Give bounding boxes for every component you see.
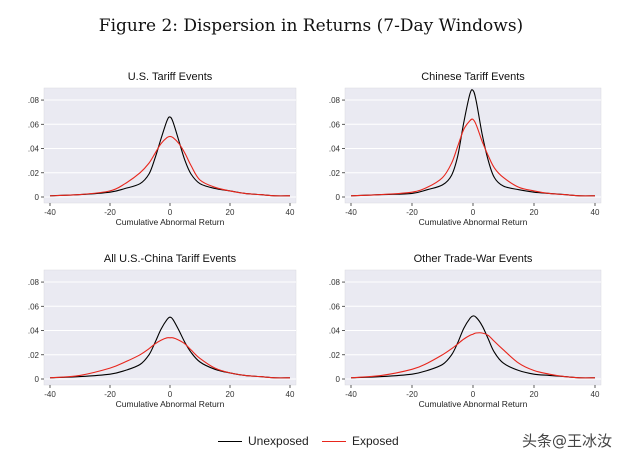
legend-item-exposed: Exposed: [322, 430, 399, 452]
x-tick-label: -40: [345, 390, 357, 399]
y-tick-label: .08: [329, 278, 341, 287]
y-tick-label: .06: [329, 302, 341, 311]
legend-item-unexposed: Unexposed: [218, 430, 309, 452]
y-tick-label: .04: [28, 145, 40, 154]
panel-1: U.S. Tariff Events 0 .02 .04 .06 .08 -40 -20 0 20…: [28, 71, 296, 227]
x-tick-label: -20: [104, 208, 116, 217]
x-tick-label: -40: [44, 208, 56, 217]
y-tick-label: .02: [28, 351, 40, 360]
panel-2: Chinese Tariff Events 0 .02 .04 .06 .08 -40 -20…: [329, 71, 601, 227]
x-tick-label: 20: [530, 208, 539, 217]
panel-title: Chinese Tariff Events: [421, 71, 525, 83]
x-tick-label: 20: [530, 390, 539, 399]
y-tick-label: .02: [28, 169, 40, 178]
y-tick-label: 0: [336, 375, 341, 384]
x-tick-label: 40: [286, 390, 295, 399]
y-tick-label: 0: [336, 193, 341, 202]
x-tick-label: -40: [44, 390, 56, 399]
x-tick-label: 20: [226, 390, 235, 399]
x-tick-label: 0: [471, 390, 476, 399]
panel-title: U.S. Tariff Events: [128, 71, 213, 83]
y-tick-label: 0: [35, 375, 40, 384]
x-tick-label: -20: [406, 390, 418, 399]
y-tick-label: .06: [28, 120, 40, 129]
panel-title: Other Trade-War Events: [414, 253, 533, 265]
x-axis-label: Cumulative Abnormal Return: [419, 217, 528, 227]
plot-area: [44, 88, 296, 203]
y-tick-label: .08: [28, 278, 40, 287]
y-tick-label: .06: [28, 302, 40, 311]
x-tick-label: -20: [104, 390, 116, 399]
x-tick-label: 20: [226, 208, 235, 217]
x-tick-label: 0: [168, 208, 173, 217]
y-tick-label: .06: [329, 120, 341, 129]
panel-3: All U.S.-China Tariff Events 0 .02 .04 .06 .0…: [28, 253, 296, 409]
legend-swatch-unexposed: [218, 441, 242, 442]
y-tick-label: .04: [329, 145, 341, 154]
x-tick-label: 40: [591, 390, 600, 399]
panel-4: Other Trade-War Events 0 .02 .04 .06 .08 -40 -2…: [329, 253, 601, 409]
y-tick-label: 0: [35, 193, 40, 202]
panel-title: All U.S.-China Tariff Events: [104, 253, 237, 265]
watermark-text: 头条@王冰汝: [522, 430, 612, 451]
y-tick-label: .04: [329, 327, 341, 336]
legend-label-unexposed: Unexposed: [248, 434, 309, 448]
plot-area: [345, 270, 601, 385]
x-tick-label: 40: [286, 208, 295, 217]
x-tick-label: 0: [168, 390, 173, 399]
legend-swatch-exposed: [322, 441, 346, 442]
x-axis-label: Cumulative Abnormal Return: [116, 399, 225, 409]
legend-label-exposed: Exposed: [352, 434, 399, 448]
plot-area: [345, 88, 601, 203]
y-tick-label: .02: [329, 351, 341, 360]
x-axis-label: Cumulative Abnormal Return: [419, 399, 528, 409]
x-tick-label: 40: [591, 208, 600, 217]
plot-area: [44, 270, 296, 385]
y-tick-label: .08: [28, 96, 40, 105]
x-axis-label: Cumulative Abnormal Return: [116, 217, 225, 227]
y-tick-label: .02: [329, 169, 341, 178]
y-tick-label: .08: [329, 96, 341, 105]
x-tick-label: 0: [471, 208, 476, 217]
x-tick-label: -40: [345, 208, 357, 217]
y-tick-label: .04: [28, 327, 40, 336]
x-tick-label: -20: [406, 208, 418, 217]
